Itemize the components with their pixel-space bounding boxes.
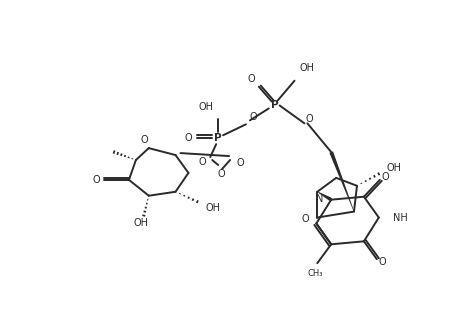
Text: NH: NH: [392, 213, 407, 223]
Text: OH: OH: [299, 63, 314, 73]
Text: O: O: [198, 157, 206, 167]
Text: O: O: [92, 175, 100, 185]
Text: O: O: [236, 158, 243, 168]
Text: O: O: [140, 135, 147, 145]
Text: N: N: [315, 194, 323, 204]
Text: OH: OH: [386, 163, 401, 173]
Text: OH: OH: [133, 218, 148, 228]
Text: P: P: [270, 100, 278, 110]
Text: CH₃: CH₃: [307, 268, 322, 278]
Text: O: O: [381, 172, 389, 182]
Text: O: O: [247, 74, 254, 84]
Text: O: O: [184, 133, 192, 143]
Text: O: O: [217, 169, 225, 179]
Text: O: O: [248, 112, 256, 123]
Text: O: O: [305, 114, 313, 124]
Polygon shape: [328, 151, 354, 212]
Text: OH: OH: [198, 102, 213, 112]
Text: P: P: [214, 133, 221, 143]
Text: OH: OH: [205, 202, 220, 213]
Text: O: O: [378, 257, 386, 267]
Text: O: O: [301, 214, 308, 224]
